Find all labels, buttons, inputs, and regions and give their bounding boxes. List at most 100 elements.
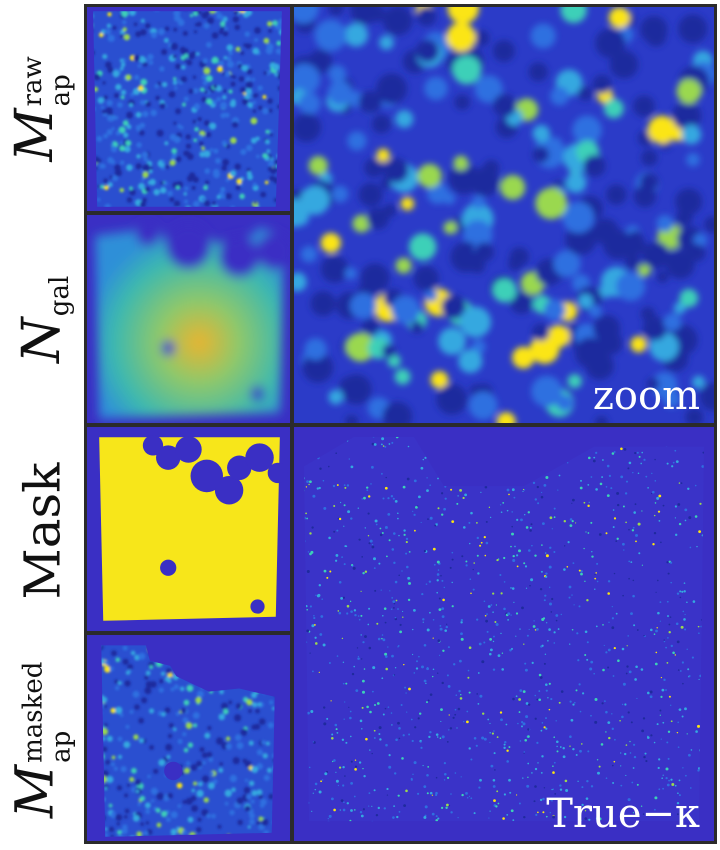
texture-blob [599, 482, 603, 486]
texture-blob [527, 735, 530, 738]
texture-blob [571, 520, 574, 523]
texture-blob [435, 776, 438, 779]
texture-blob [612, 781, 615, 784]
texture-blob [637, 522, 641, 526]
texture-blob [164, 26, 170, 32]
texture-blob [682, 682, 684, 685]
texture-blob [503, 746, 506, 750]
texture-blob [666, 561, 669, 564]
texture-blob [272, 20, 278, 26]
texture-blob [537, 502, 540, 505]
texture-blob [654, 502, 657, 504]
texture-blob [397, 794, 400, 797]
texture-blob [510, 587, 512, 589]
texture-blob [501, 652, 504, 654]
texture-blob [532, 124, 550, 143]
texture-blob [371, 545, 375, 549]
texture-blob [361, 706, 364, 709]
texture-blob [314, 788, 316, 791]
texture-blob [343, 718, 345, 720]
texture-blob [511, 525, 513, 528]
texture-blob [694, 484, 697, 487]
texture-blob [384, 525, 388, 529]
texture-blob [534, 717, 537, 720]
texture-blob [351, 564, 354, 567]
texture-blob [403, 533, 406, 536]
texture-blob [476, 536, 479, 540]
texture-blob [398, 737, 401, 740]
texture-blob [139, 130, 145, 136]
texture-blob [343, 563, 346, 566]
texture-blob [549, 546, 552, 549]
texture-blob [117, 680, 122, 686]
texture-blob [387, 512, 391, 516]
texture-blob [244, 11, 253, 17]
texture-blob [294, 7, 319, 24]
texture-blob [492, 640, 495, 643]
texture-blob [651, 472, 653, 475]
texture-blob [670, 561, 673, 564]
texture-blob [383, 158, 409, 183]
texture-blob [621, 647, 625, 651]
texture-blob [516, 554, 519, 557]
texture-blob [340, 799, 344, 803]
texture-blob [548, 682, 551, 685]
texture-blob [587, 750, 590, 753]
texture-blob [357, 655, 359, 658]
texture-blob [405, 552, 408, 555]
texture-blob [435, 791, 438, 795]
texture-blob [699, 502, 702, 505]
texture-blob [106, 735, 113, 742]
texture-blob [344, 545, 347, 548]
texture-blob [506, 749, 509, 752]
texture-blob [280, 25, 282, 30]
texture-blob [140, 29, 147, 36]
texture-blob [674, 449, 677, 452]
texture-blob [384, 486, 388, 490]
texture-blob [156, 792, 164, 801]
texture-blob [193, 723, 198, 728]
texture-blob [361, 556, 363, 558]
texture-blob [228, 89, 233, 94]
texture-blob [638, 552, 641, 555]
texture-blob [140, 822, 145, 826]
texture-blob [496, 412, 516, 423]
texture-blob [126, 124, 132, 130]
texture-blob [175, 185, 180, 190]
texture-blob [246, 68, 253, 75]
texture-blob [254, 723, 261, 730]
texture-blob [457, 707, 461, 711]
texture-blob [503, 743, 506, 746]
texture-blob [549, 602, 552, 606]
texture-blob [363, 774, 366, 778]
texture-blob [446, 623, 448, 625]
texture-blob [406, 477, 410, 481]
texture-blob [523, 643, 525, 645]
texture-blob [219, 762, 224, 766]
texture-blob [361, 658, 363, 660]
texture-blob [454, 94, 470, 111]
texture-blob [448, 804, 450, 807]
texture-blob [139, 795, 146, 802]
texture-blob [224, 112, 230, 118]
texture-blob [534, 629, 537, 631]
texture-blob [590, 660, 594, 664]
texture-blob [665, 646, 667, 649]
texture-blob [601, 702, 604, 705]
texture-blob [173, 136, 181, 144]
texture-blob [128, 103, 134, 108]
texture-blob [593, 672, 595, 675]
texture-blob [207, 725, 212, 731]
texture-blob [196, 52, 200, 56]
texture-blob [532, 146, 549, 163]
texture-blob [368, 646, 372, 650]
texture-blob [379, 738, 382, 741]
texture-blob [462, 496, 465, 500]
texture-blob [534, 767, 538, 771]
texture-blob [677, 813, 679, 816]
texture-blob [470, 797, 473, 800]
texture-blob [656, 496, 660, 500]
texture-blob [662, 787, 664, 790]
label-sub-ap: ap [45, 73, 76, 106]
texture-blob [348, 706, 350, 708]
